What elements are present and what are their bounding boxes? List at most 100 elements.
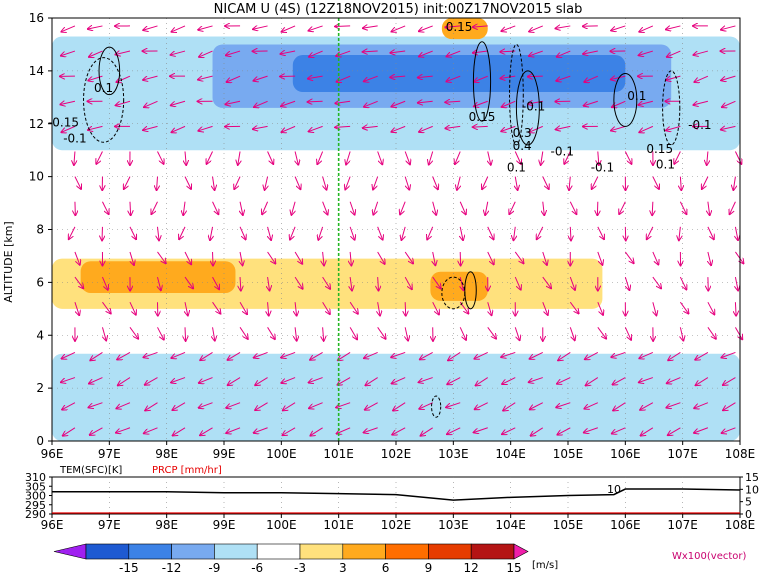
wind-vector: [363, 126, 378, 128]
chart-title: NICAM U (4S) (12Z18NOV2015) init:00Z17NO…: [214, 2, 583, 17]
wind-vector: [419, 25, 433, 31]
wind-vector: [295, 151, 298, 165]
wind-vector: [62, 402, 76, 410]
wind-vector: [282, 25, 296, 32]
shade-band: [52, 353, 740, 441]
wind-vector: [585, 351, 599, 359]
wind-vector: [666, 75, 681, 80]
x-tick-label: 106E: [610, 447, 641, 461]
contour-label: 0.15: [469, 110, 496, 124]
contour-label: 0.1: [94, 81, 113, 95]
colorbar-cell: [53, 543, 87, 560]
colorbar-cell: [171, 543, 215, 560]
wind-vector: [502, 100, 516, 107]
wind-vector: [583, 51, 598, 54]
wind-vector: [239, 301, 247, 314]
wind-vector: [349, 201, 354, 215]
wind-vector: [171, 377, 186, 383]
wind-vector: [420, 351, 433, 359]
y-tick-label: 10: [29, 170, 44, 184]
wind-vector: [345, 176, 351, 190]
wind-vector: [373, 201, 379, 215]
wind-vector: [488, 151, 491, 165]
contour-label: 0.1: [627, 89, 646, 103]
prcp-legend: PRCP [mm/hr]: [152, 465, 222, 476]
wind-vector: [88, 26, 103, 29]
wind-vector: [475, 402, 488, 410]
wind-vector: [666, 402, 681, 408]
wind-vector: [61, 25, 76, 32]
wind-vector: [707, 151, 708, 165]
wind-vector: [228, 352, 241, 359]
colorbar-tick-label: -15: [119, 561, 139, 575]
wind-vector: [200, 427, 213, 436]
wind-vector: [542, 251, 547, 265]
wind-vector: [239, 327, 248, 339]
wind-vector: [404, 251, 413, 263]
wind-vector: [116, 100, 131, 105]
wind-vector: [476, 377, 489, 386]
wind-vector: [262, 201, 269, 215]
wind-vector: [487, 226, 494, 239]
ts-x-tick-label: 107E: [667, 518, 698, 532]
ts-y-tick-label-right: 0: [745, 508, 752, 521]
colorbar-tick-label: 12: [464, 561, 479, 575]
wind-vector: [291, 201, 295, 215]
wind-vector: [639, 351, 654, 358]
ts-x-tick-label: 99E: [213, 518, 236, 532]
wind-vector: [722, 427, 736, 433]
wind-vector: [240, 251, 242, 265]
wind-vector: [336, 402, 351, 408]
wind-vector: [212, 301, 221, 313]
wind-vector: [679, 301, 688, 313]
x-tick-label: 97E: [98, 447, 121, 461]
colorbar-cell: [342, 543, 386, 560]
wind-vector: [129, 301, 136, 314]
wind-vector: [666, 125, 681, 130]
wind-vector: [501, 125, 516, 131]
wind-vector: [613, 377, 626, 385]
wind-vector: [652, 251, 659, 265]
wind-vector: [419, 402, 433, 409]
wind-vector: [185, 151, 186, 165]
wind-vector: [157, 276, 160, 290]
wind-vector: [171, 100, 186, 105]
wind-vector: [337, 427, 351, 434]
y-tick-label: 4: [36, 328, 44, 342]
y-axis-label: ALTITUDE [km]: [2, 221, 15, 302]
wind-vector: [597, 302, 603, 315]
wind-vector: [226, 50, 241, 55]
colorbar-tick-label: 3: [339, 561, 347, 575]
colorbar-cell: [513, 543, 529, 560]
ts-x-tick-label: 104E: [495, 518, 526, 532]
wind-vector: [474, 427, 488, 433]
wind-vector: [641, 427, 654, 436]
contour-line: [509, 43, 524, 146]
contour-line: [613, 73, 638, 127]
wind-vector: [124, 176, 131, 189]
contour-line: [98, 46, 121, 96]
contour-label: -0.1: [63, 131, 86, 145]
wind-vector: [172, 402, 186, 410]
wind-vector: [613, 402, 626, 411]
wind-vector: [349, 301, 358, 314]
colorbar-tick-label: -6: [251, 561, 263, 575]
wind-vector: [239, 226, 246, 240]
wind-vector: [597, 327, 606, 338]
wind-vector: [267, 151, 274, 164]
wind-vector: [213, 327, 215, 340]
wind-vector: [61, 50, 76, 56]
wind-vector: [446, 50, 461, 56]
wind-vector: [322, 301, 330, 314]
wind-vector: [322, 176, 327, 190]
wind-vector: [680, 327, 683, 340]
wind-vector: [322, 201, 328, 215]
contour-line: [83, 57, 125, 143]
wind-vector: [695, 352, 709, 359]
wind-vector: [157, 176, 158, 190]
contour-label: 0.15: [446, 20, 473, 34]
contour-line: [515, 70, 540, 146]
ts-y-tick-label-right: 10: [745, 483, 759, 496]
wind-vector: [323, 327, 324, 340]
